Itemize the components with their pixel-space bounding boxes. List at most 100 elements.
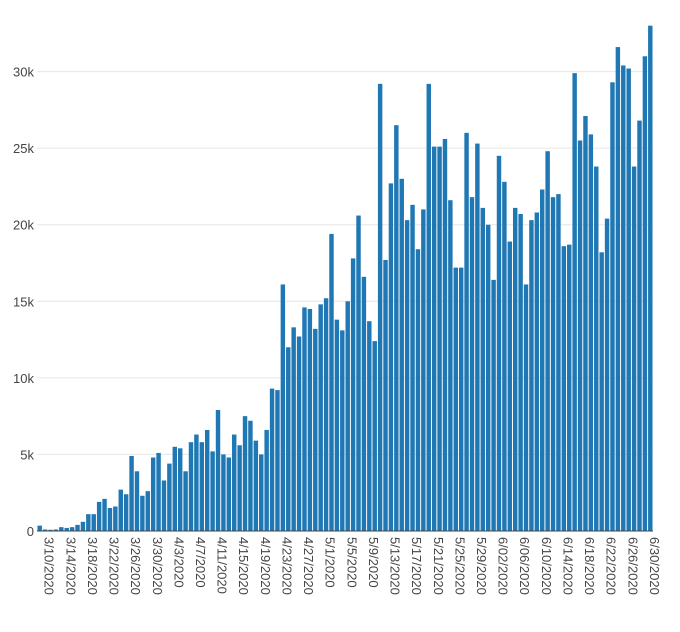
bar [469, 197, 475, 532]
bar [458, 267, 464, 531]
x-tick-label: 3/10/2020 [42, 537, 57, 595]
x-tick-label: 5/21/2020 [431, 537, 446, 595]
bar [291, 327, 296, 531]
bar [426, 83, 431, 531]
x-tick-label: 3/30/2020 [150, 537, 165, 595]
bar [442, 138, 448, 532]
bar [383, 259, 388, 531]
bar [448, 200, 453, 532]
bar [350, 258, 356, 531]
bar [404, 220, 410, 531]
x-axis-tick-labels: 3/10/2020 3/14/2020 3/18/2020 3/22/2020 3/26… [42, 537, 662, 595]
bar [145, 491, 150, 531]
bar [313, 328, 318, 531]
bar [188, 442, 194, 531]
bar [431, 146, 437, 531]
y-tick-label: 25k [13, 141, 34, 156]
bar [107, 508, 113, 531]
bar [199, 442, 205, 531]
bar [86, 514, 91, 531]
bar [280, 284, 286, 531]
bar [631, 166, 637, 532]
bar [329, 233, 334, 532]
bar [123, 494, 129, 531]
bar [377, 83, 383, 531]
bar [437, 146, 442, 531]
bar [269, 388, 275, 531]
y-tick-label: 30k [13, 65, 34, 80]
x-tick-label: 4/19/2020 [258, 537, 273, 595]
bar [80, 521, 86, 531]
x-tick-label: 4/27/2020 [301, 537, 316, 595]
bar [594, 166, 599, 532]
bar [167, 463, 172, 531]
bar [140, 495, 145, 531]
bar [518, 214, 523, 531]
x-tick-label: 4/11/2020 [215, 537, 230, 594]
bar [534, 212, 540, 532]
bar [242, 416, 248, 531]
bar [577, 140, 583, 531]
bar [410, 204, 415, 531]
bar [567, 244, 572, 531]
y-tick-label: 5k [20, 447, 34, 462]
bar [64, 527, 69, 531]
bar [648, 25, 653, 531]
x-tick-label: 4/23/2020 [279, 537, 294, 595]
bar [485, 224, 491, 532]
bar [464, 132, 469, 531]
x-tick-label: 4/15/2020 [236, 537, 251, 595]
bar [48, 529, 53, 531]
bar [172, 446, 177, 531]
y-tick-label: 10k [13, 371, 34, 386]
x-tick-label: 3/14/2020 [63, 537, 78, 595]
bar [513, 207, 518, 531]
bar [210, 451, 215, 531]
bar [323, 298, 329, 531]
x-tick-label: 6/06/2020 [517, 537, 532, 595]
x-tick-label: 5/13/2020 [388, 537, 403, 595]
bar [345, 301, 350, 531]
x-tick-label: 3/22/2020 [107, 537, 122, 595]
x-tick-label: 6/10/2020 [539, 537, 554, 595]
bar [75, 524, 80, 531]
bar [626, 68, 631, 531]
bar [334, 319, 340, 531]
x-tick-label: 6/26/2020 [625, 537, 640, 595]
bar [91, 514, 96, 531]
bar [556, 194, 561, 531]
bar [156, 452, 161, 531]
bar [545, 151, 550, 532]
bar [134, 471, 140, 531]
bar [394, 125, 399, 531]
bar [264, 429, 269, 531]
bar [615, 47, 621, 531]
bar [340, 330, 345, 531]
bar [529, 220, 534, 531]
x-tick-label: 5/29/2020 [474, 537, 489, 595]
bar [102, 498, 107, 531]
bar [59, 527, 64, 531]
bar [550, 197, 556, 532]
bar [96, 501, 102, 531]
bar [540, 189, 545, 531]
bars [37, 25, 653, 532]
x-tick-label: 5/9/2020 [366, 537, 381, 588]
y-tick-label: 0 [27, 524, 34, 539]
bar [572, 73, 577, 531]
bar [275, 390, 280, 531]
bar [453, 267, 458, 531]
bar [475, 143, 480, 531]
bar [221, 454, 226, 531]
bar [604, 218, 610, 532]
bar [642, 56, 648, 531]
x-tick-label: 6/14/2020 [560, 537, 575, 595]
bar [415, 249, 421, 532]
bar [318, 304, 323, 531]
y-tick-label: 15k [13, 294, 34, 309]
x-tick-label: 6/22/2020 [604, 537, 619, 595]
bar [205, 429, 210, 531]
bar [253, 440, 259, 531]
bar [215, 410, 221, 531]
